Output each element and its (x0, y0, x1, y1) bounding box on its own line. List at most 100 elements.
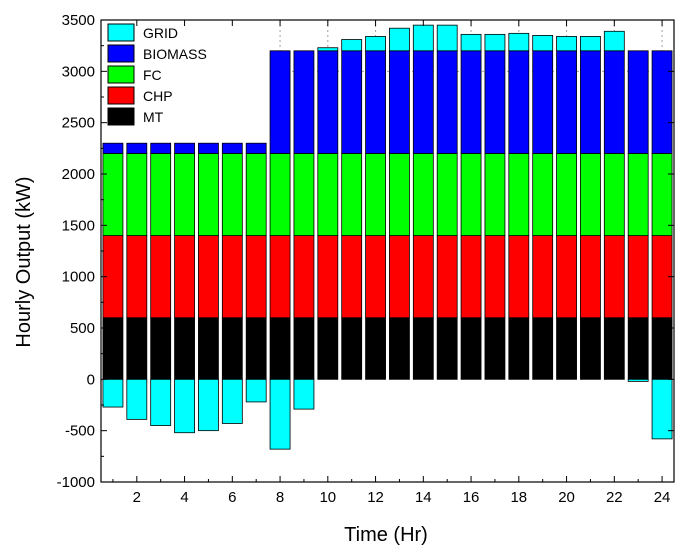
bar-biomass-hr-14 (412, 50, 434, 154)
bar-biomass-hr-20 (556, 50, 577, 154)
bar-chp-hr-8 (269, 235, 291, 319)
bar-fc-hr-11 (341, 153, 363, 236)
bar-grid-hr-6 (221, 378, 243, 424)
bar-fc-hr-15 (436, 153, 458, 236)
bar-biomass-hr-5 (198, 142, 219, 154)
bar-mt-hr-9 (293, 317, 315, 380)
legend-swatch-biomass (107, 44, 135, 63)
bar-chp-hr-4 (174, 235, 195, 319)
y-tick-label: 500 (70, 320, 95, 337)
bar-mt-hr-14 (412, 317, 434, 380)
bar-chp-hr-7 (245, 235, 267, 319)
bar-fc-hr-4 (174, 153, 195, 236)
bar-grid-hr-15 (436, 24, 458, 52)
bar-mt-hr-7 (245, 317, 267, 380)
bar-chp-hr-12 (365, 235, 386, 319)
bar-chp-hr-18 (508, 235, 530, 319)
bar-biomass-hr-3 (150, 142, 172, 154)
bar-grid-hr-3 (150, 378, 172, 426)
bar-mt-hr-4 (174, 317, 195, 380)
bar-biomass-hr-10 (317, 50, 339, 154)
bar-biomass-hr-9 (293, 50, 315, 154)
x-tick-label: 24 (654, 489, 671, 506)
bar-grid-hr-5 (198, 378, 219, 432)
bar-mt-hr-2 (126, 317, 148, 380)
bar-fc-hr-16 (460, 153, 482, 236)
legend-swatch-fc (107, 65, 135, 84)
bar-fc-hr-6 (221, 153, 243, 236)
bar-grid-hr-16 (460, 33, 482, 52)
bar-chp-hr-2 (126, 235, 148, 319)
bar-biomass-hr-12 (365, 50, 386, 154)
bar-mt-hr-19 (532, 317, 554, 380)
bar-fc-hr-20 (556, 153, 577, 236)
legend-label-grid: GRID (143, 25, 178, 41)
bar-fc-hr-24 (651, 153, 673, 236)
legend-swatch-mt (107, 107, 135, 126)
bar-biomass-hr-11 (341, 50, 363, 154)
legend-label-chp: CHP (143, 88, 173, 104)
bar-chp-hr-15 (436, 235, 458, 319)
bar-mt-hr-3 (150, 317, 172, 380)
bar-grid-hr-2 (126, 378, 148, 420)
x-axis-title: Time (Hr) (344, 524, 428, 546)
bar-mt-hr-16 (460, 317, 482, 380)
legend-swatch-chp (107, 86, 135, 105)
bar-chp-hr-5 (198, 235, 219, 319)
bar-grid-hr-10 (317, 47, 339, 52)
bar-chp-hr-3 (150, 235, 172, 319)
bar-grid-hr-23 (627, 378, 649, 382)
bar-biomass-hr-2 (126, 142, 148, 154)
x-tick-label: 12 (367, 489, 384, 506)
bar-biomass-hr-24 (651, 50, 673, 154)
bar-fc-hr-8 (269, 153, 291, 236)
bar-chp-hr-10 (317, 235, 339, 319)
bar-biomass-hr-13 (389, 50, 410, 154)
legend-swatch-grid (107, 23, 135, 42)
bar-grid-hr-14 (412, 24, 434, 52)
bar-biomass-hr-6 (221, 142, 243, 154)
bar-chp-hr-22 (603, 235, 625, 319)
bar-grid-hr-24 (651, 378, 673, 440)
x-tick-label: 22 (606, 489, 623, 506)
bar-grid-hr-17 (484, 33, 506, 52)
bar-chp-hr-13 (389, 235, 410, 319)
bar-fc-hr-5 (198, 153, 219, 236)
bar-chp-hr-11 (341, 235, 363, 319)
x-tick-label: 4 (180, 489, 188, 506)
bar-grid-hr-19 (532, 35, 554, 52)
x-tick-label: 10 (319, 489, 336, 506)
bar-biomass-hr-17 (484, 50, 506, 154)
x-tick-label: 18 (510, 489, 527, 506)
y-tick-label: 3500 (62, 12, 95, 29)
bar-grid-hr-18 (508, 32, 530, 52)
bar-fc-hr-18 (508, 153, 530, 236)
bar-grid-hr-21 (580, 36, 601, 52)
bar-fc-hr-7 (245, 153, 267, 236)
bar-biomass-hr-21 (580, 50, 601, 154)
bar-biomass-hr-1 (102, 142, 124, 154)
bar-chp-hr-14 (412, 235, 434, 319)
bar-chp-hr-19 (532, 235, 554, 319)
y-tick-label: 2000 (62, 166, 95, 183)
bar-grid-hr-13 (389, 27, 410, 52)
bar-grid-hr-22 (603, 30, 625, 52)
bar-mt-hr-5 (198, 317, 219, 380)
bar-fc-hr-1 (102, 153, 124, 236)
bar-mt-hr-23 (627, 317, 649, 380)
bar-grid-hr-4 (174, 378, 195, 434)
bar-mt-hr-18 (508, 317, 530, 380)
bar-fc-hr-10 (317, 153, 339, 236)
bar-fc-hr-12 (365, 153, 386, 236)
bar-fc-hr-22 (603, 153, 625, 236)
bar-biomass-hr-4 (174, 142, 195, 154)
bars (102, 24, 673, 450)
bar-mt-hr-22 (603, 317, 625, 380)
bar-chp-hr-23 (627, 235, 649, 319)
bar-chp-hr-6 (221, 235, 243, 319)
bar-biomass-hr-15 (436, 50, 458, 154)
bar-grid-hr-11 (341, 39, 363, 52)
bar-biomass-hr-22 (603, 50, 625, 154)
bar-mt-hr-6 (221, 317, 243, 380)
bar-biomass-hr-18 (508, 50, 530, 154)
